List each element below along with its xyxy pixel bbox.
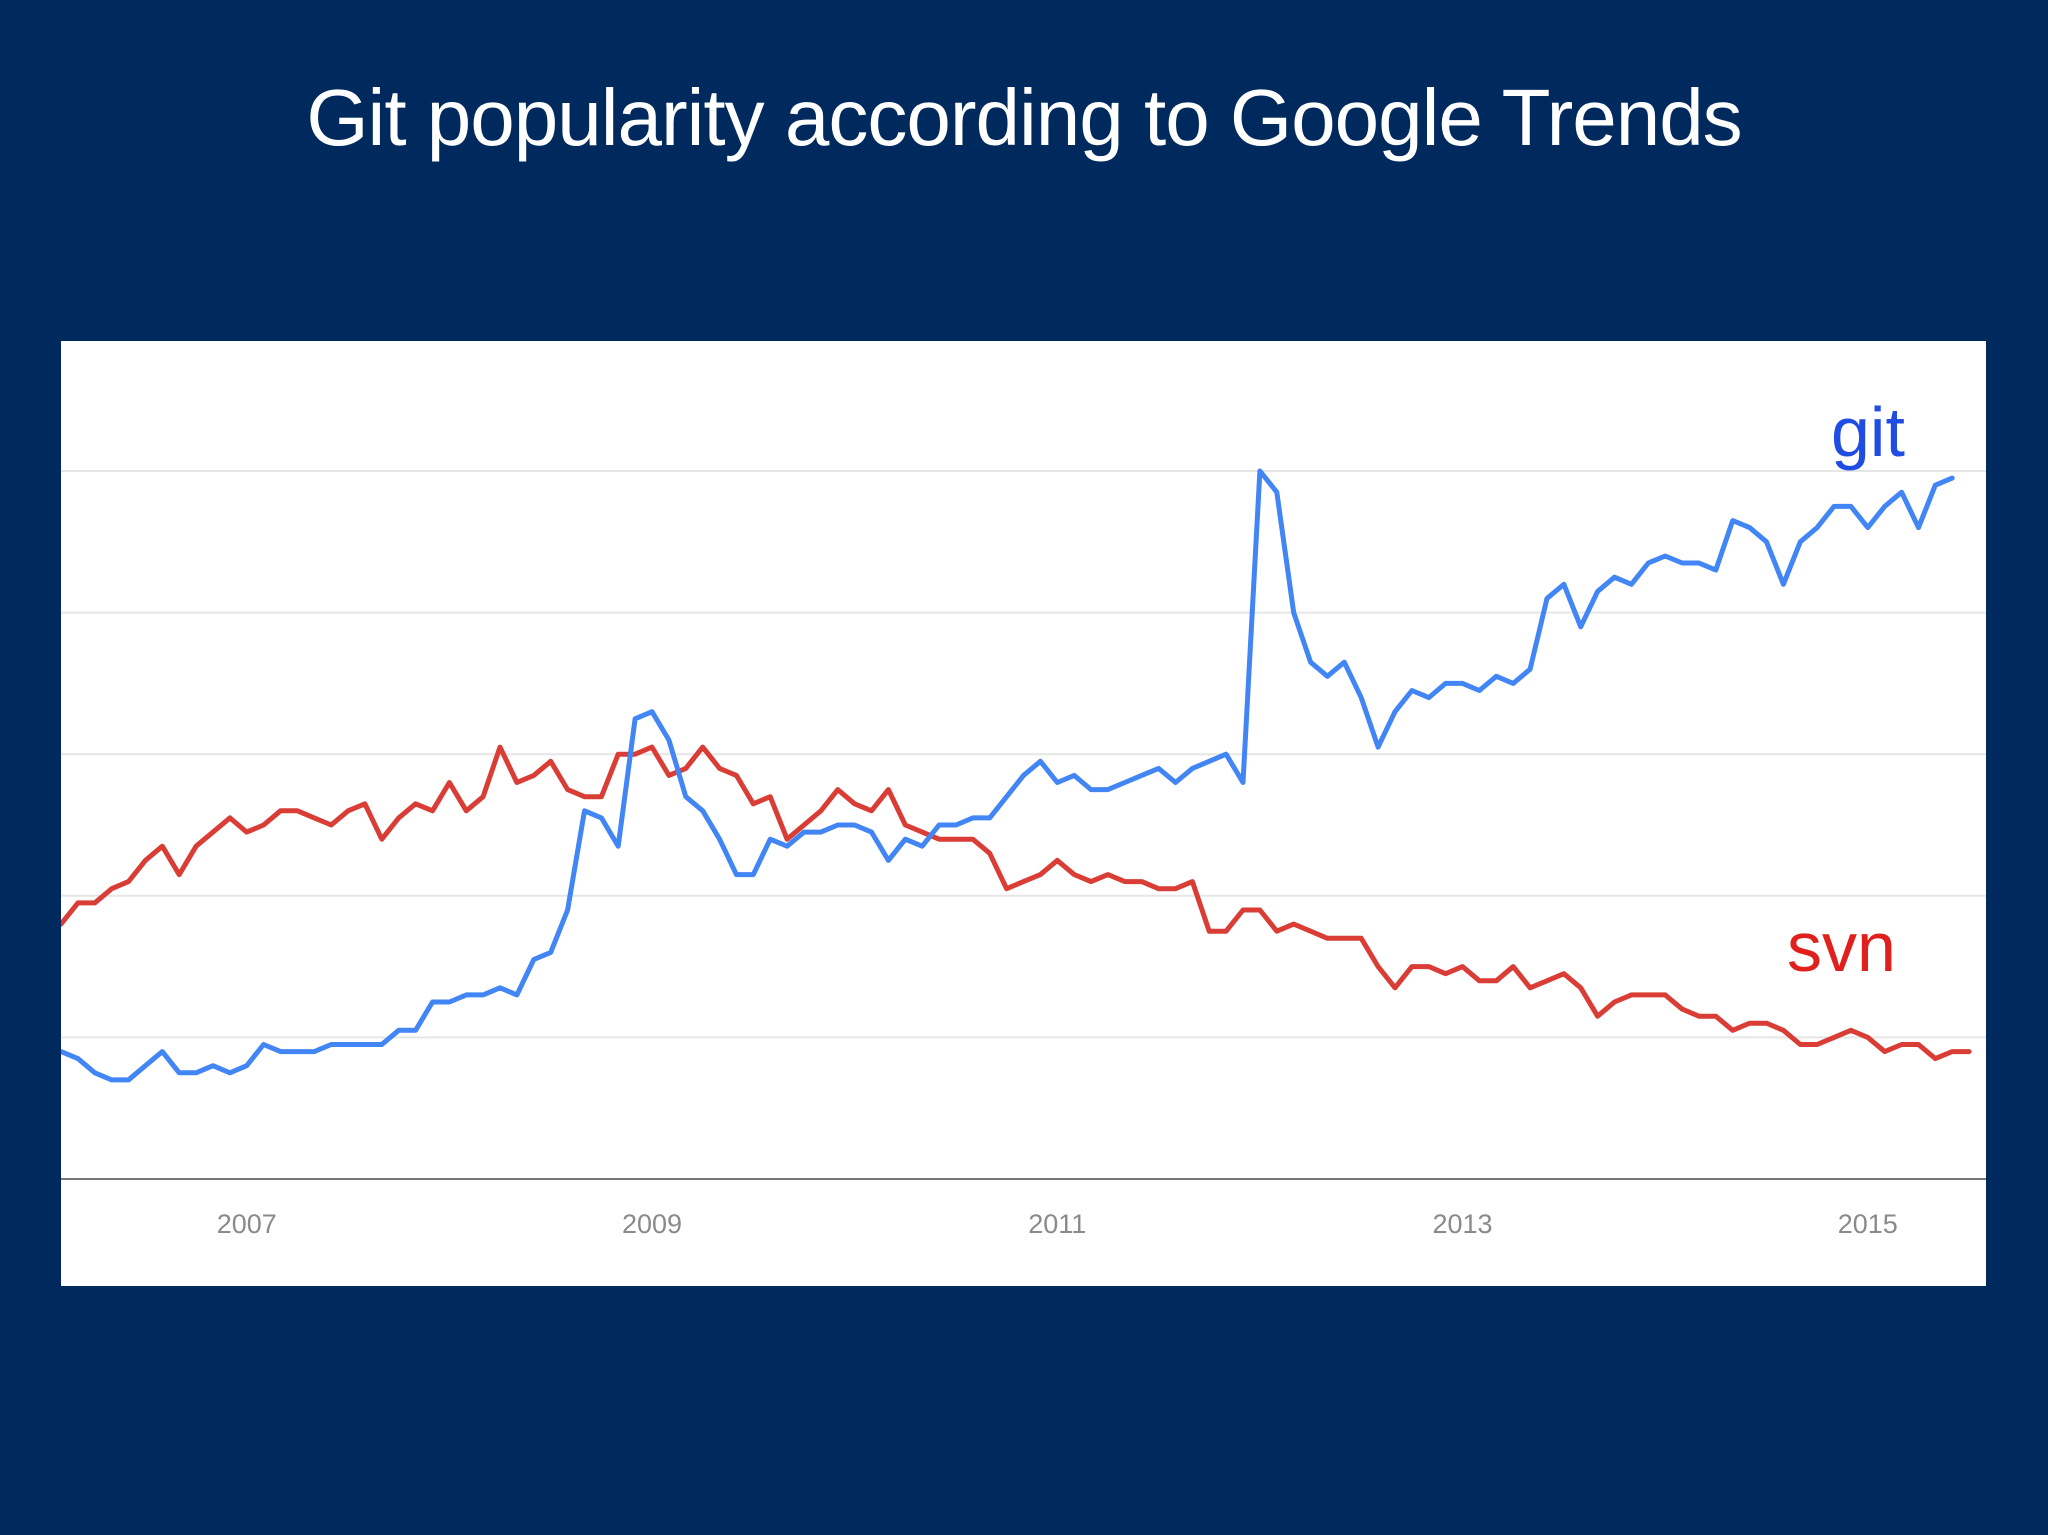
line-chart: 2007 2009 2011 2013 2015 git svn (61, 393, 1986, 1239)
chart-panel: 2007 2009 2011 2013 2015 git svn (61, 341, 1986, 1286)
x-tick-label-2007: 2007 (217, 1209, 277, 1239)
x-tick-label-2011: 2011 (1028, 1209, 1086, 1239)
series-label-git: git (1831, 393, 1905, 471)
x-tick-label-2013: 2013 (1432, 1209, 1492, 1239)
x-tick-label-2015: 2015 (1838, 1209, 1898, 1239)
series-line-svn (61, 744, 1972, 1062)
series-labels: git svn (1787, 393, 1905, 986)
series-line-git (61, 468, 1955, 1083)
gridlines (61, 470, 1986, 1039)
x-tick-label-2009: 2009 (622, 1209, 682, 1239)
slide-title: Git popularity according to Google Trend… (306, 73, 1742, 162)
series-lines (61, 468, 1972, 1083)
series-label-svn: svn (1787, 908, 1896, 986)
x-axis: 2007 2009 2011 2013 2015 (61, 1178, 1986, 1239)
